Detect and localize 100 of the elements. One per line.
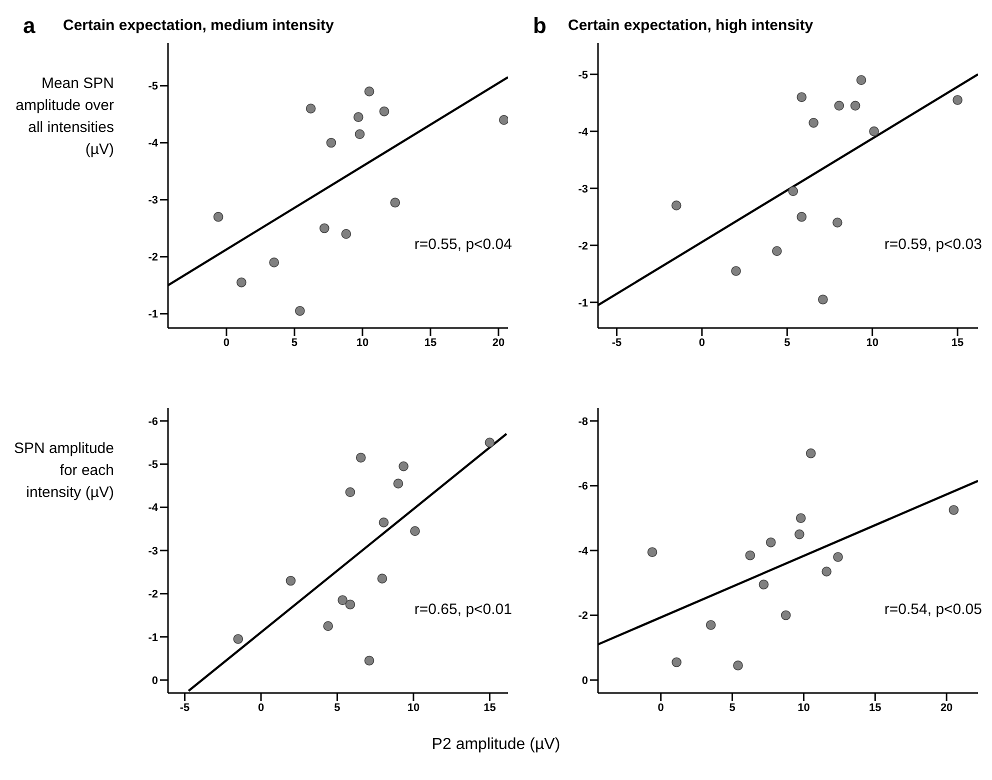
y-tick-label: -2 <box>148 588 158 601</box>
x-tick-label: 5 <box>291 336 298 349</box>
y-tick-label: -2 <box>148 252 158 264</box>
x-tick-label: -5 <box>612 336 622 349</box>
y-tick-label: -5 <box>148 80 158 93</box>
annotation: r=0.55, p<0.04 <box>414 236 512 253</box>
x-axis-title: P2 amplitude (µV) <box>430 736 562 754</box>
point <box>780 610 791 620</box>
point <box>345 600 356 610</box>
point <box>484 438 495 448</box>
point <box>808 118 818 128</box>
y-tick-label: 0 <box>582 674 588 687</box>
point <box>393 478 404 488</box>
x-tick-label: 0 <box>223 336 230 349</box>
y-tick-label: 0 <box>152 674 158 687</box>
point <box>856 75 866 85</box>
x-tick-label: 20 <box>492 336 505 349</box>
point <box>269 258 279 268</box>
point <box>306 104 316 114</box>
point <box>766 538 776 548</box>
point <box>818 294 828 304</box>
y-tick-label: -4 <box>578 545 589 558</box>
point <box>236 277 246 288</box>
text: a <box>23 13 36 39</box>
y-tick-label: -1 <box>578 297 588 310</box>
point <box>364 656 374 666</box>
point <box>731 266 741 276</box>
x-tick-label: 5 <box>729 702 736 714</box>
point <box>788 186 798 196</box>
point <box>772 246 782 256</box>
point <box>745 550 756 560</box>
point <box>390 198 400 208</box>
point <box>378 518 389 528</box>
point <box>377 574 388 584</box>
point <box>834 100 844 111</box>
chart-title: Certain expectation, high intensity <box>568 17 814 34</box>
point <box>796 92 807 102</box>
point <box>758 580 769 590</box>
x-tick-label: 0 <box>258 702 264 714</box>
point <box>233 634 244 644</box>
text: b <box>533 13 546 39</box>
point <box>326 138 336 148</box>
y-tick-label: -4 <box>148 138 159 150</box>
point <box>822 566 832 576</box>
point <box>832 218 842 228</box>
point <box>796 513 806 524</box>
point <box>647 547 658 558</box>
point <box>295 306 305 316</box>
x-tick-label: 15 <box>424 336 437 349</box>
point <box>213 212 224 222</box>
point <box>952 95 962 105</box>
y-tick-label: -5 <box>148 459 158 472</box>
y-tick-label: -3 <box>578 183 588 196</box>
y-axis-title: SPN amplitude for each intensity (µV) <box>12 439 114 503</box>
point <box>733 660 743 670</box>
point <box>410 526 420 536</box>
annotation: r=0.65, p<0.01 <box>414 601 512 618</box>
y-axis-title: Mean SPN amplitude over all intensities (µV) <box>14 74 114 160</box>
y-tick-label: -6 <box>148 416 158 428</box>
point <box>323 621 334 631</box>
x-tick-label: 5 <box>334 702 340 714</box>
y-tick-label: -2 <box>578 240 588 252</box>
x-tick-label: 5 <box>784 336 790 349</box>
y-tick-label: -5 <box>578 69 588 82</box>
point <box>398 461 408 472</box>
x-tick-label: 15 <box>869 702 882 714</box>
point <box>796 212 807 222</box>
point <box>354 129 365 140</box>
y-tick-label: -8 <box>578 416 588 428</box>
y-tick-label: -4 <box>578 126 589 138</box>
x-tick-label: 10 <box>356 336 369 349</box>
x-tick-label: 15 <box>484 702 496 714</box>
x-tick-label: 10 <box>798 702 810 714</box>
point <box>850 100 860 111</box>
point <box>345 487 356 498</box>
point <box>869 126 879 136</box>
annotation: r=0.59, p<0.03 <box>884 236 982 253</box>
annotation: r=0.54, p<0.05 <box>884 601 982 618</box>
y-tick-label: -6 <box>578 480 588 493</box>
point <box>319 223 330 234</box>
y-tick-label: -4 <box>148 502 159 514</box>
x-tick-label: 0 <box>698 336 706 349</box>
point <box>706 620 716 630</box>
point <box>364 86 374 96</box>
x-tick-label: 15 <box>951 336 964 349</box>
y-tick-label: -1 <box>148 308 158 321</box>
point <box>806 448 816 458</box>
point <box>948 505 959 515</box>
point <box>672 657 682 668</box>
x-tick-label: 10 <box>866 336 878 349</box>
y-tick-label: -1 <box>148 632 158 644</box>
y-tick-label: -3 <box>148 194 158 207</box>
point <box>499 115 508 125</box>
y-tick-label: -2 <box>578 610 588 622</box>
point <box>833 552 843 562</box>
point <box>353 112 364 122</box>
x-tick-label: -5 <box>180 702 190 714</box>
point <box>356 452 366 463</box>
chart-title: Certain expectation, medium intensity <box>63 17 334 34</box>
point <box>286 576 296 586</box>
